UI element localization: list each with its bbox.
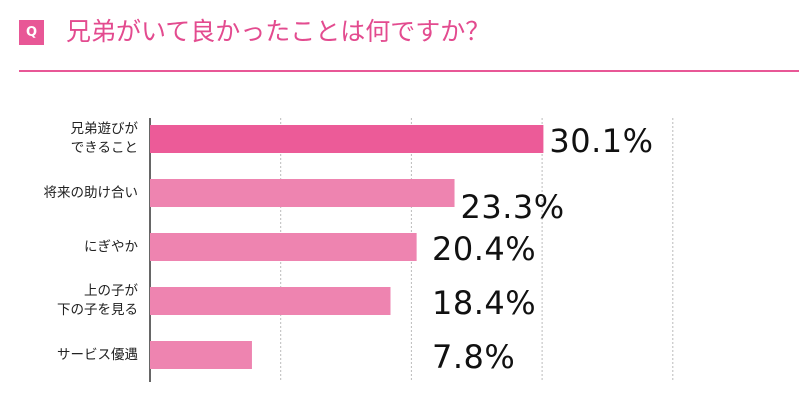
category-label: にぎやか (84, 238, 138, 255)
bar-5 (150, 341, 252, 369)
question-header: Q 兄弟がいて良かったことは何ですか？ (0, 0, 800, 72)
category-label: 兄弟遊びが できること (70, 121, 139, 156)
bar-1 (150, 125, 544, 153)
category-label: 上の子が 下の子を見る (57, 283, 138, 318)
category-label: 将来の助け合い (43, 184, 139, 201)
value-label: 18.4% (432, 284, 537, 322)
bar-2 (150, 179, 455, 207)
header-divider (19, 70, 799, 72)
category-label: サービス優遇 (57, 346, 138, 363)
bar-4 (150, 287, 391, 315)
bar-chart: 兄弟遊びが できること 30.1% 将来の助け合い 23.3% にぎやか 20.4% 上の子… (0, 110, 800, 395)
value-label: 20.4% (432, 230, 537, 268)
question-title: 兄弟がいて良かったことは何ですか？ (66, 17, 491, 46)
question-badge: Q (19, 20, 44, 45)
value-label: 30.1% (549, 122, 654, 160)
value-label: 23.3% (460, 188, 565, 226)
chart-canvas (149, 118, 674, 382)
value-label: 7.8% (432, 338, 516, 376)
bar-3 (150, 233, 417, 261)
